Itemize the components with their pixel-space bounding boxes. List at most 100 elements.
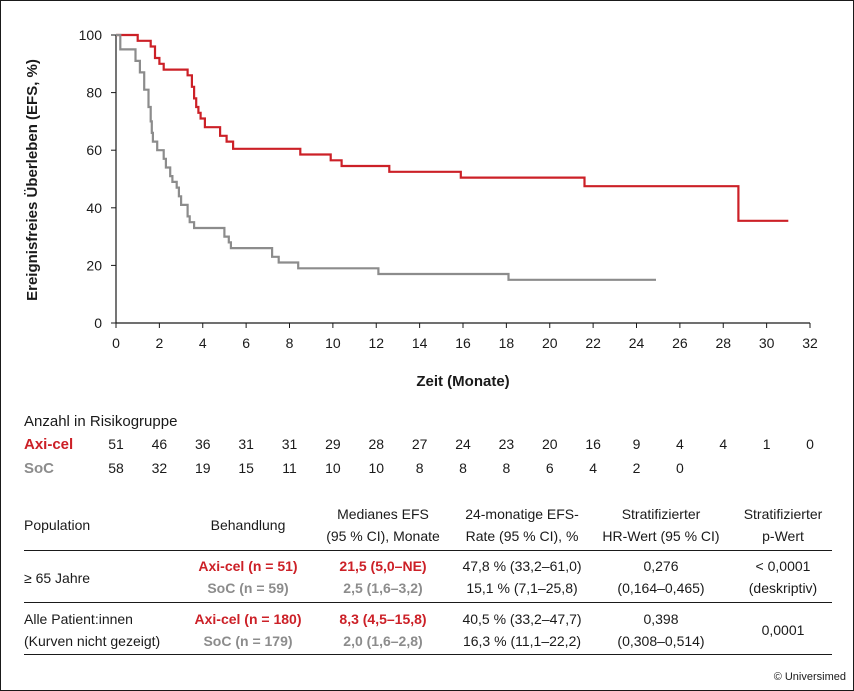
- x-tick-label: 14: [412, 335, 428, 351]
- x-tick-label: 26: [672, 335, 688, 351]
- group1-hr-ci: (0,164–0,465): [617, 580, 705, 596]
- risk-count: 20: [541, 436, 558, 452]
- header-hr-line2: HR-Wert (95 % CI): [602, 528, 720, 544]
- risk-count: 51: [108, 436, 124, 452]
- group1-p-note: (deskriptiv): [748, 580, 818, 596]
- x-tick-label: 30: [759, 335, 775, 351]
- y-axis-label: Ereignisfreies Überleben (EFS, %): [24, 59, 41, 301]
- header-efs-line1: Medianes EFS: [337, 506, 429, 522]
- x-tick-label: 18: [499, 335, 515, 351]
- x-tick-label: 22: [585, 335, 601, 351]
- group1-axicel-efs: 21,5 (5,0–NE): [339, 558, 427, 574]
- risk-count: 32: [151, 460, 168, 476]
- x-tick-label: 10: [325, 335, 341, 351]
- group1-hr: 0,276: [643, 558, 679, 574]
- risk-count: 23: [498, 436, 515, 452]
- km-chart: 0 2 4 6 8 10 12 14 16 18 20 22 24 26 28 30 3202040608010…: [24, 27, 818, 390]
- risk-count: 9: [632, 436, 641, 452]
- risk-count: 28: [368, 436, 385, 452]
- group2-p: 0,0001: [761, 622, 805, 638]
- risk-count: 11: [282, 460, 297, 476]
- x-tick-label: 6: [242, 335, 250, 351]
- header-treatment: Behandlung: [210, 517, 286, 533]
- risk-label-soc: SoC: [24, 460, 54, 477]
- x-tick-label: 20: [542, 335, 558, 351]
- risk-count: 0: [806, 436, 814, 452]
- x-tick-label: 32: [802, 335, 818, 351]
- x-axis-label: Zeit (Monate): [416, 373, 509, 390]
- risk-count: 31: [281, 436, 298, 452]
- copyright: © Universimed: [773, 671, 846, 683]
- x-tick-label: 8: [286, 335, 294, 351]
- risk-count: 58: [108, 460, 124, 476]
- group1-soc-efs: 2,5 (1,6–3,2): [343, 580, 423, 596]
- risk-count: 31: [238, 436, 254, 452]
- risk-count: 4: [719, 436, 728, 452]
- y-tick-label: 60: [86, 142, 102, 158]
- x-tick-label: 16: [455, 335, 471, 351]
- risk-table-header: Anzahl in Risikogruppe: [24, 413, 178, 430]
- y-tick-label: 80: [86, 85, 102, 101]
- x-tick-label: 4: [199, 335, 207, 351]
- group2-axicel-rate: 40,5 % (33,2–47,7): [462, 611, 582, 627]
- risk-count: 2: [632, 460, 641, 476]
- risk-count: 8: [415, 460, 424, 476]
- risk-count: 4: [675, 436, 684, 452]
- group2-hr: 0,398: [643, 611, 679, 627]
- group1-rule: [24, 602, 832, 603]
- y-tick-label: 40: [86, 200, 102, 216]
- group2-hr-ci: (0,308–0,514): [617, 633, 705, 649]
- x-tick-label: 0: [112, 335, 120, 351]
- table-bottom-rule: [24, 654, 832, 655]
- chart-series: [116, 33, 789, 281]
- y-tick-label: 100: [79, 27, 103, 43]
- header-hr-line1: Stratifizierter: [621, 506, 701, 522]
- group1-soc-rate: 15,1 % (7,1–25,8): [466, 580, 578, 596]
- group1-axicel-rate: 47,8 % (33,2–61,0): [462, 558, 582, 574]
- header-rate-line1: 24-monatige EFS-: [465, 506, 579, 522]
- header-rate-line2: Rate (95 % CI), %: [465, 528, 579, 544]
- group2-soc-rate: 16,3 % (11,1–22,2): [462, 633, 582, 649]
- group2-population: Alle Patient:innen: [24, 611, 133, 627]
- x-tick-label: 24: [629, 335, 645, 351]
- y-tick-label: 0: [94, 315, 102, 331]
- risk-count: 46: [151, 436, 168, 452]
- risk-count: 36: [194, 436, 211, 452]
- risk-count: 6: [545, 460, 554, 476]
- header-p-line1: Stratifizierter: [743, 506, 823, 522]
- risk-count: 10: [368, 460, 385, 476]
- group2-axicel-efs: 8,3 (4,5–15,8): [339, 611, 427, 627]
- x-tick-label: 28: [715, 335, 731, 351]
- risk-count: 15: [238, 460, 254, 476]
- group2-soc-efs: 2,0 (1,6–2,8): [343, 633, 423, 649]
- risk-count: 1: [762, 436, 771, 452]
- series-line-axi-cel: [116, 33, 789, 222]
- series-line-soc: [116, 33, 656, 281]
- group1-axicel-treatment: Axi-cel (n = 51): [198, 558, 298, 574]
- risk-count: 24: [455, 436, 471, 452]
- risk-count: 8: [459, 460, 467, 476]
- x-tick-label: 2: [155, 335, 163, 351]
- group1-soc-treatment: SoC (n = 59): [207, 580, 289, 596]
- group1-p: < 0,0001: [755, 558, 811, 574]
- group1-population: ≥ 65 Jahre: [24, 570, 91, 586]
- risk-count: 10: [325, 460, 341, 476]
- risk-count: 16: [585, 436, 601, 452]
- risk-count: 27: [411, 436, 428, 452]
- risk-count: 4: [589, 460, 598, 476]
- group2-axicel-treatment: Axi-cel (n = 180): [194, 611, 302, 627]
- y-tick-label: 20: [86, 257, 102, 273]
- risk-count: 8: [502, 460, 511, 476]
- x-tick-label: 12: [368, 335, 384, 351]
- group2-population-note: (Kurven nicht gezeigt): [24, 633, 161, 649]
- header-efs-line2: (95 % CI), Monate: [326, 528, 440, 544]
- header-rule: [24, 550, 832, 551]
- risk-count: 19: [194, 460, 211, 476]
- risk-count: 29: [325, 436, 341, 452]
- group2-soc-treatment: SoC (n = 179): [203, 633, 293, 649]
- risk-label-axicel: Axi-cel: [24, 436, 74, 453]
- risk-count: 0: [675, 460, 684, 476]
- chart-axes: 0 2 4 6 8 10 12 14 16 18 20 22 24 26 28 30 3202040608010…: [79, 27, 818, 351]
- header-population: Population: [24, 517, 91, 533]
- header-p-line2: p-Wert: [762, 528, 804, 544]
